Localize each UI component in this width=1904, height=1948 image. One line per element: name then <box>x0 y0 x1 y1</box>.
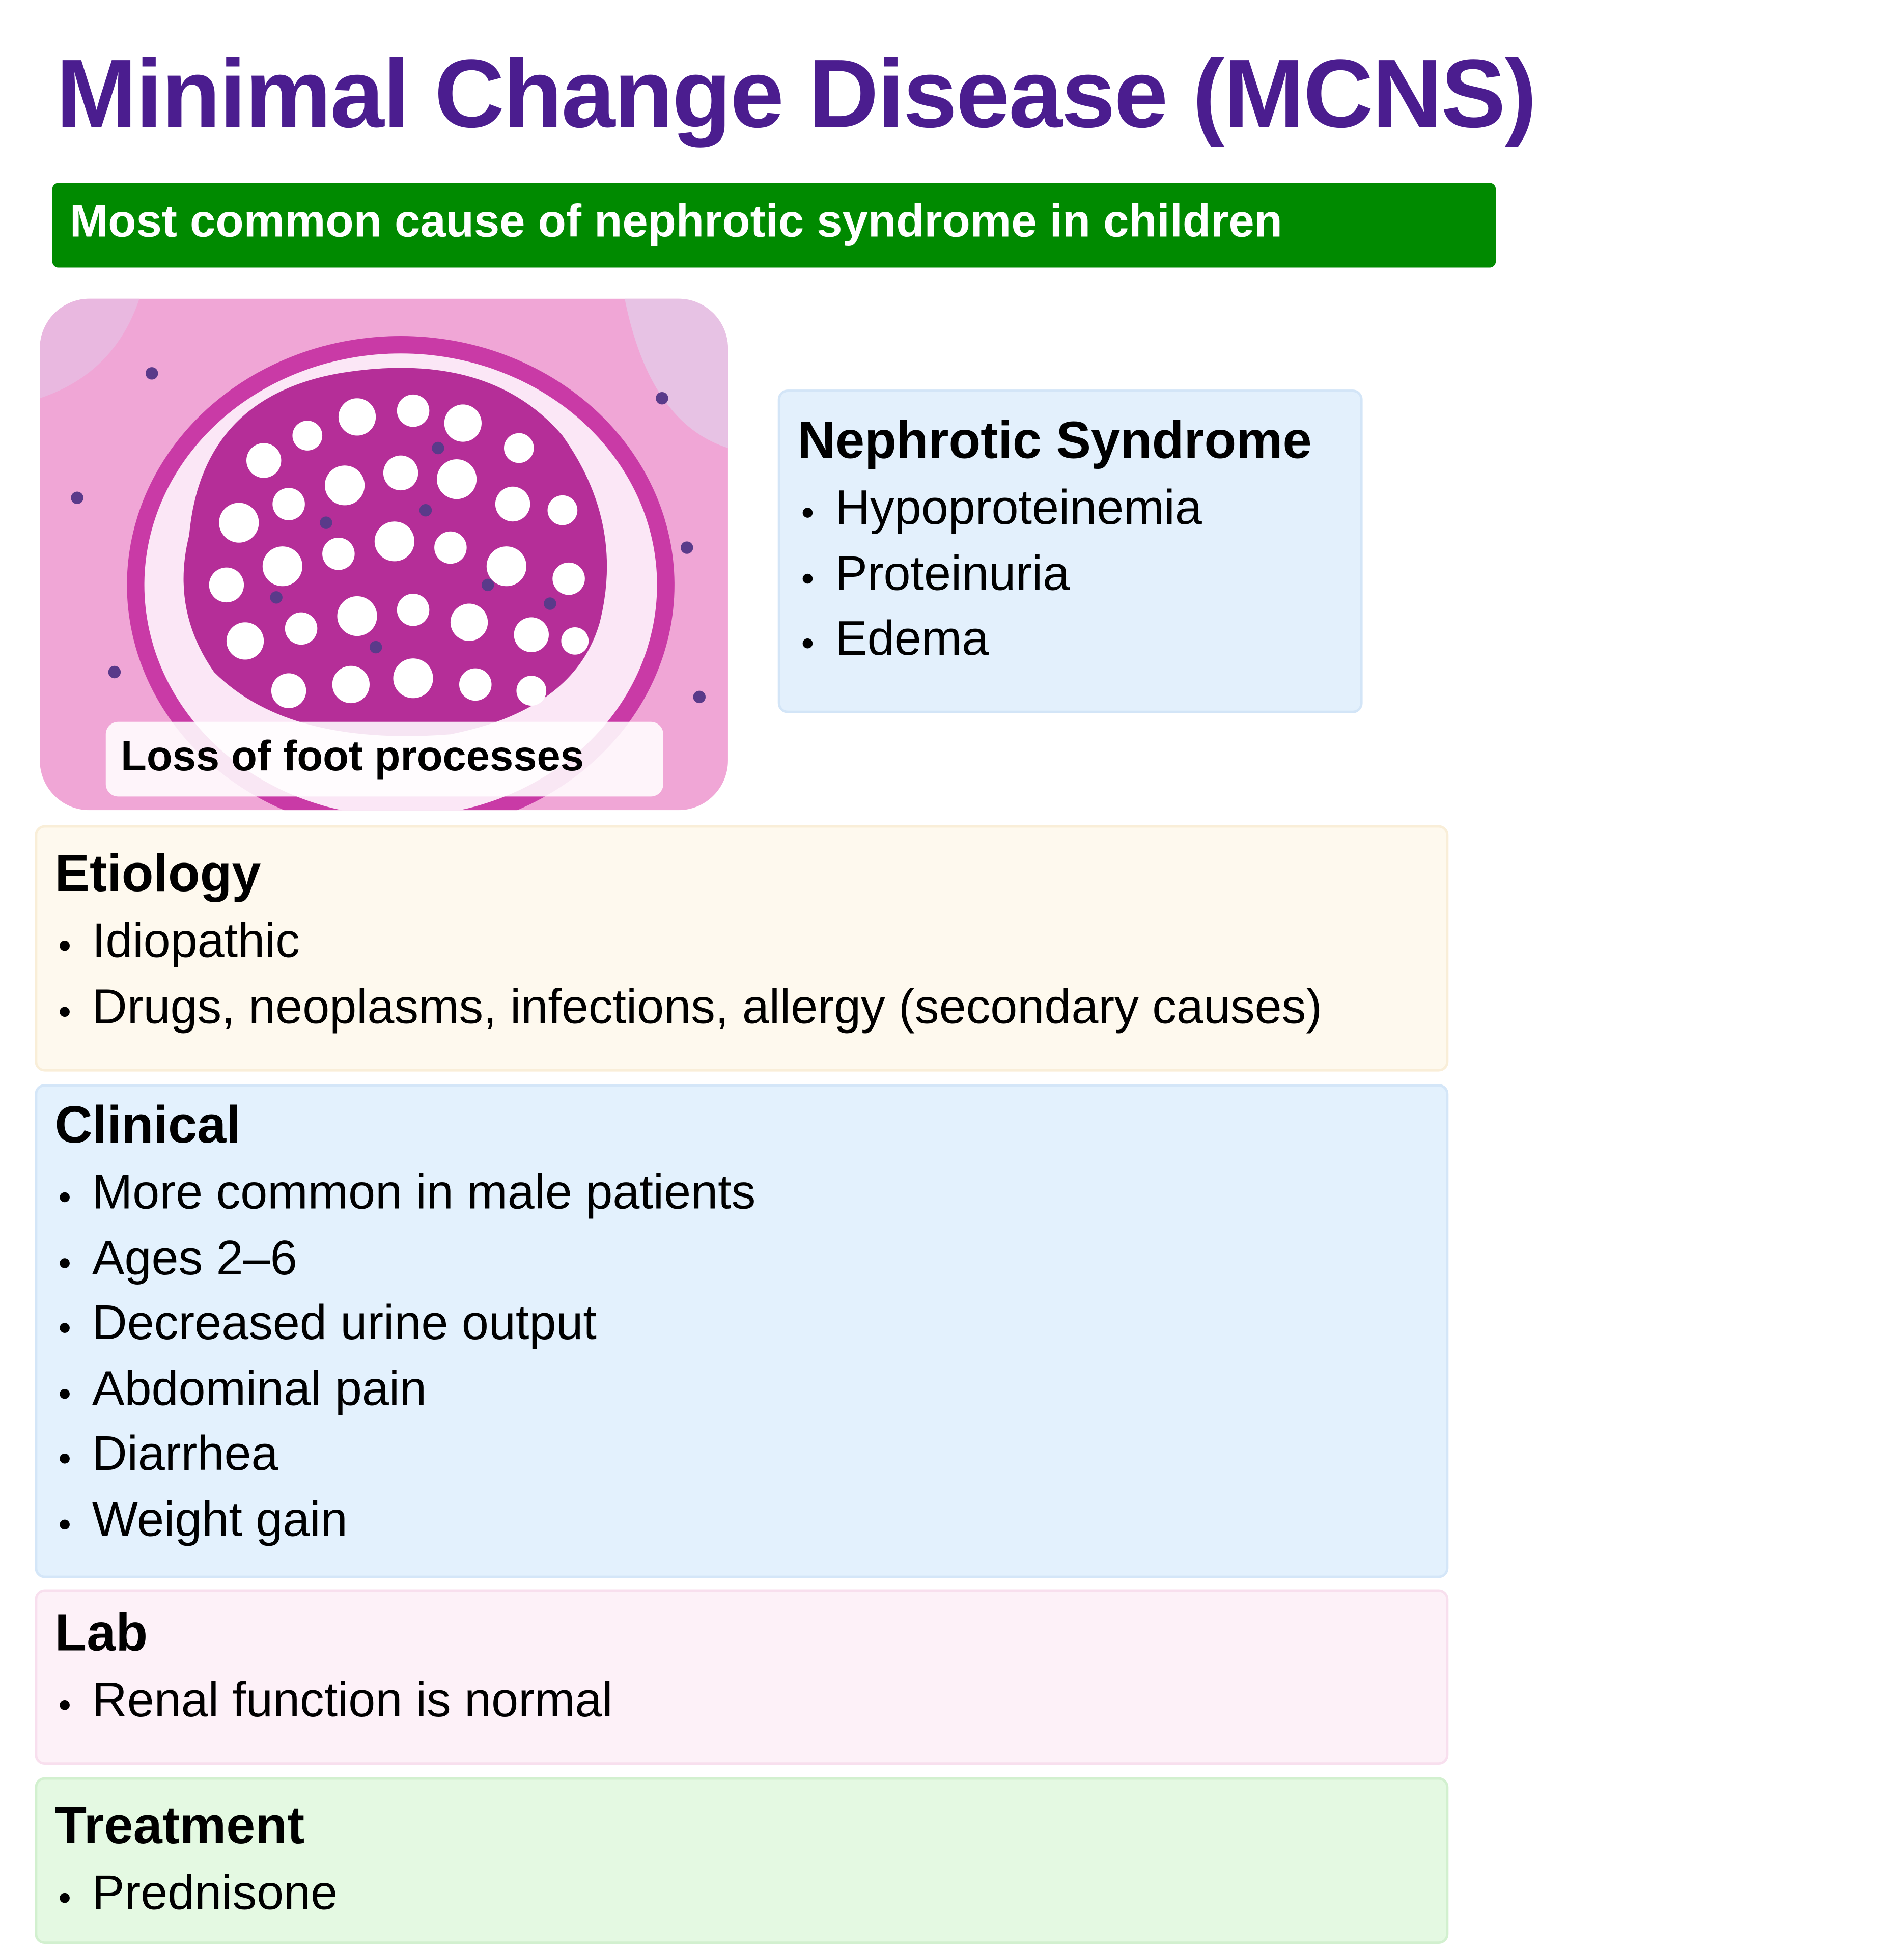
bullet-item: Proteinuria <box>798 542 1360 607</box>
bullet <box>802 638 813 649</box>
histology-image <box>40 298 728 811</box>
bullet-item: Abdominal pain <box>55 1357 1446 1423</box>
glomerulus-illustration <box>40 298 728 811</box>
section-card: Lab Renal function is normal <box>35 1589 1449 1765</box>
section-title: Nephrotic Syndrome <box>797 410 1312 469</box>
bullet <box>60 1192 70 1203</box>
bullet <box>60 1006 70 1016</box>
section-card: Clinical More common in male patients Ages… <box>35 1084 1449 1578</box>
bullet-item: Edema <box>798 607 1360 673</box>
section-title: Etiology <box>54 844 261 903</box>
bullet <box>60 1893 70 1903</box>
bullet-item: Prednisone <box>55 1862 1446 1927</box>
bullet-item: Renal function is normal <box>55 1669 1446 1734</box>
bullet <box>60 1258 70 1268</box>
bullet <box>802 573 813 583</box>
bullet <box>60 940 70 951</box>
bullet <box>60 1388 70 1399</box>
title: Minimal Change Disease (MCNS) <box>55 38 1537 148</box>
bullet-item: Idiopathic <box>55 910 1446 975</box>
section-title: Clinical <box>54 1095 241 1154</box>
bullet-item: Drugs, neoplasms, infections, allergy (s… <box>55 975 1446 1040</box>
bullet <box>60 1454 70 1464</box>
section-card: Treatment Prednisone <box>35 1777 1449 1944</box>
section-card: Nephrotic Syndrome Hypoproteinemia Protein… <box>777 389 1363 713</box>
bullet <box>60 1700 70 1710</box>
bullet <box>60 1323 70 1333</box>
bullet-item: Weight gain <box>55 1488 1446 1553</box>
bullet-item: More common in male patients <box>55 1161 1446 1227</box>
section-title: Lab <box>54 1603 148 1662</box>
bullet-item: Hypoproteinemia <box>798 477 1360 542</box>
section-card: Etiology Idiopathic Drugs, neoplasms, infe… <box>35 825 1449 1072</box>
bullet <box>802 508 813 518</box>
bullet-item: Diarrhea <box>55 1423 1446 1488</box>
subtitle-banner: Most common cause of nephrotic syndrome … <box>52 183 1496 268</box>
bullet <box>60 1519 70 1529</box>
section-title: Treatment <box>54 1796 305 1855</box>
bullet-item: Ages 2–6 <box>55 1227 1446 1292</box>
bullet-item: Decreased urine output <box>55 1292 1446 1357</box>
image-caption: Loss of foot processes <box>105 721 663 797</box>
